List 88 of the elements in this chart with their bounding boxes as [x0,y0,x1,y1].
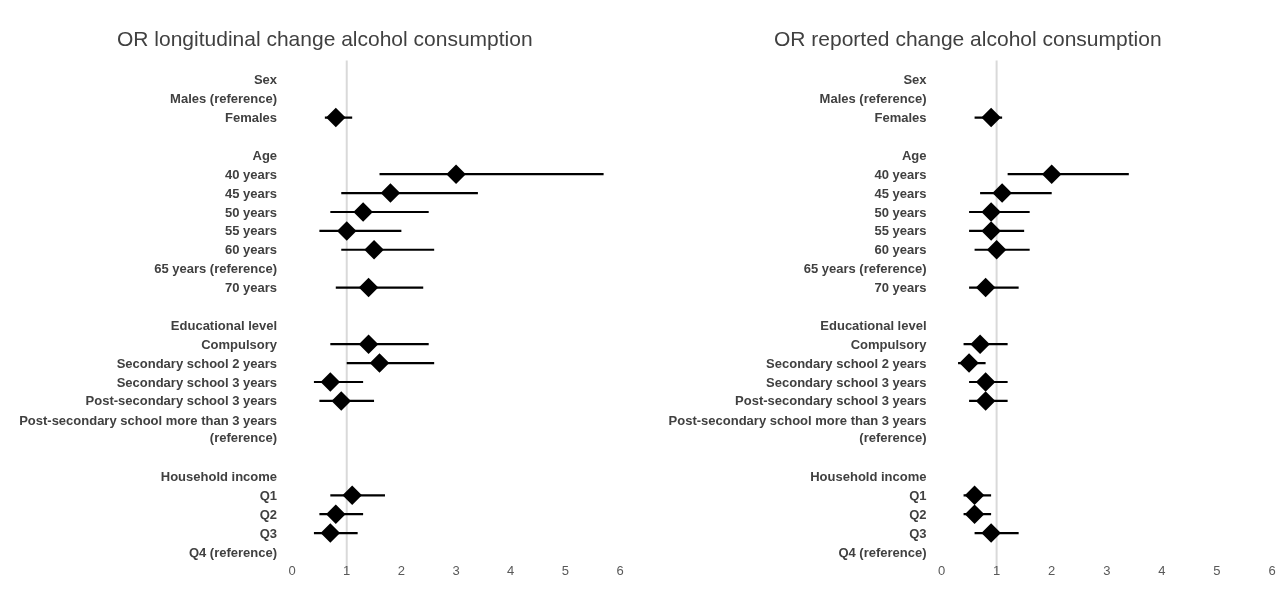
y-tick-label: 70 years [225,280,278,296]
y-tick-label: Sex [253,72,278,88]
point [342,485,362,506]
y-tick-label: Secondary school 2 years [116,355,278,371]
point [975,391,996,411]
y-tick-label: Q2 [259,506,278,522]
y-tick-label: Q3 [259,525,278,541]
point [981,523,1001,543]
y-tick-label: Post-secondary school 3 years [85,393,278,409]
y-tick-label: Q1 [909,487,927,503]
y-tick-label: Post-secondary school more than 3 years (reference) [19,413,278,446]
x-tick-label: 1 [343,563,351,579]
point [992,183,1012,203]
point [353,202,373,222]
point [981,202,1001,222]
y-tick-label: 45 years [225,185,278,201]
x-tick-label: 1 [993,563,1001,579]
y-tick-label: 55 years [874,223,927,239]
x-tick-label: 6 [616,563,624,579]
y-tick-label: Educational level [170,317,278,333]
chart-title: OR reported change alcohol consumption [774,27,1162,50]
point [358,334,379,354]
y-tick-label: Secondary school 3 years [766,374,927,390]
y-tick-label: Secondary school 3 years [116,374,278,390]
y-tick-label: Males (reference) [170,91,278,107]
y-tick-label: Compulsory [201,336,278,352]
y-tick-label: Q3 [909,525,927,541]
y-tick-label: Post-secondary school more than 3 years (reference) [668,413,927,446]
y-tick-label: 40 years [874,166,927,182]
y-tick-label: Age [252,147,278,163]
y-tick-label: Household income [810,468,927,484]
y-tick-label: Secondary school 2 years [766,355,927,371]
x-tick-label: 6 [1268,563,1276,579]
chart-title: OR longitudinal change alcohol consumption [117,27,533,50]
point [981,107,1001,128]
y-tick-label: Q2 [909,506,927,522]
x-tick-label: 4 [507,563,515,579]
x-tick-label: 0 [288,563,296,579]
x-tick-label: 5 [561,563,569,579]
point [446,164,466,184]
y-tick-label: Sex [903,72,928,88]
y-tick-label: Age [901,147,927,163]
x-tick-label: 0 [937,563,946,579]
point [964,485,985,506]
y-tick-label: Males (reference) [819,91,927,107]
point [326,504,346,524]
y-tick-label: Q1 [259,487,278,503]
point [326,107,346,128]
x-tick-label: 2 [1048,563,1056,579]
point [358,277,379,298]
point [981,221,1001,241]
x-tick-label: 2 [397,563,405,579]
x-tick-label: 3 [452,563,460,579]
point [1041,164,1062,184]
point [975,277,996,298]
point [964,504,985,524]
y-tick-label: Q4 (reference) [188,544,278,560]
point [336,221,357,241]
y-tick-label: 50 years [874,204,927,220]
point [331,391,352,411]
point [959,353,979,373]
x-tick-label: 4 [1158,563,1166,579]
point [320,523,341,543]
y-tick-label: Females [874,110,927,126]
y-tick-label: 65 years (reference) [803,261,927,277]
y-tick-label: Post-secondary school 3 years [735,393,927,409]
y-tick-label: Q4 (reference) [838,544,927,560]
y-tick-label: 60 years [225,242,278,258]
y-tick-label: 60 years [874,242,927,258]
y-tick-label: 40 years [225,166,278,182]
point [364,240,384,260]
x-tick-label: 3 [1103,563,1111,579]
y-tick-label: 65 years (reference) [154,261,278,277]
y-tick-label: 50 years [225,204,278,220]
point [986,240,1007,260]
point [975,372,996,392]
point [970,334,990,354]
y-tick-label: 55 years [225,223,278,239]
y-tick-label: Females [225,110,278,126]
x-tick-label: 5 [1213,563,1221,579]
point [320,372,341,392]
y-tick-label: Household income [160,468,278,484]
point [369,353,390,373]
y-tick-label: Compulsory [850,336,928,352]
y-tick-label: Educational level [820,317,927,333]
y-tick-label: 45 years [874,185,927,201]
y-tick-label: 70 years [874,280,927,296]
point [380,183,401,203]
